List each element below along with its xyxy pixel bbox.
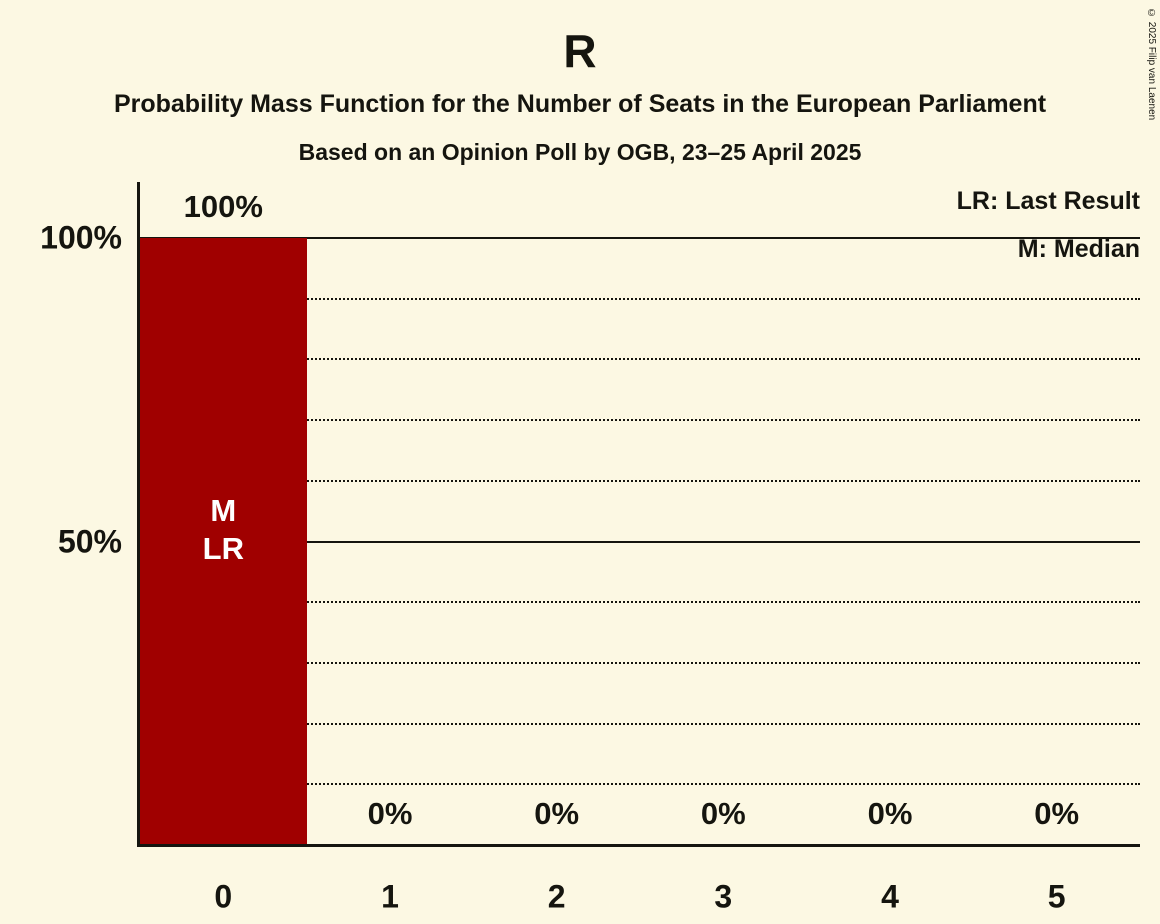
gridline-dotted: [140, 479, 1140, 482]
gridline-dotted: [140, 722, 1140, 725]
gridline-dotted: [140, 358, 1140, 361]
gridline-dotted: [140, 783, 1140, 786]
x-tick-label: 3: [714, 878, 733, 915]
x-axis-line: [137, 844, 1140, 847]
legend-last-result: LR: Last Result: [956, 187, 1140, 215]
chart-subtitle: Probability Mass Function for the Number…: [113, 90, 1047, 118]
gridline-solid: [140, 237, 1140, 239]
y-axis-line: [137, 182, 140, 846]
value-label: 0%: [534, 796, 580, 831]
x-tick-label: 1: [381, 878, 399, 915]
value-label: 0%: [700, 796, 746, 831]
gridline-dotted: [140, 601, 1140, 604]
bar-annotation-median-last-result: M LR: [202, 492, 244, 566]
y-tick-label: 50%: [57, 523, 122, 559]
bar: [140, 238, 307, 845]
x-tick-label: 5: [1047, 878, 1066, 915]
gridline-dotted: [140, 419, 1140, 422]
value-label: 0%: [367, 796, 413, 831]
chart-title: R: [563, 25, 597, 77]
x-tick-label: 0: [214, 878, 233, 915]
x-tick-label: 4: [881, 878, 899, 915]
y-tick-label: 100%: [40, 219, 122, 256]
gridline-dotted: [140, 661, 1140, 664]
value-label: 0%: [867, 796, 913, 831]
chart-subtitle-source: Based on an Opinion Poll by OGB, 23–25 A…: [298, 139, 862, 165]
legend-median: M: Median: [1017, 235, 1140, 263]
gridline-dotted: [140, 297, 1140, 300]
copyright-notice: © 2025 Filip van Laenen: [1146, 8, 1157, 121]
value-label: 0%: [1034, 796, 1080, 831]
gridline-solid: [140, 540, 1140, 543]
value-label: 100%: [183, 189, 263, 224]
x-tick-label: 2: [547, 878, 566, 915]
